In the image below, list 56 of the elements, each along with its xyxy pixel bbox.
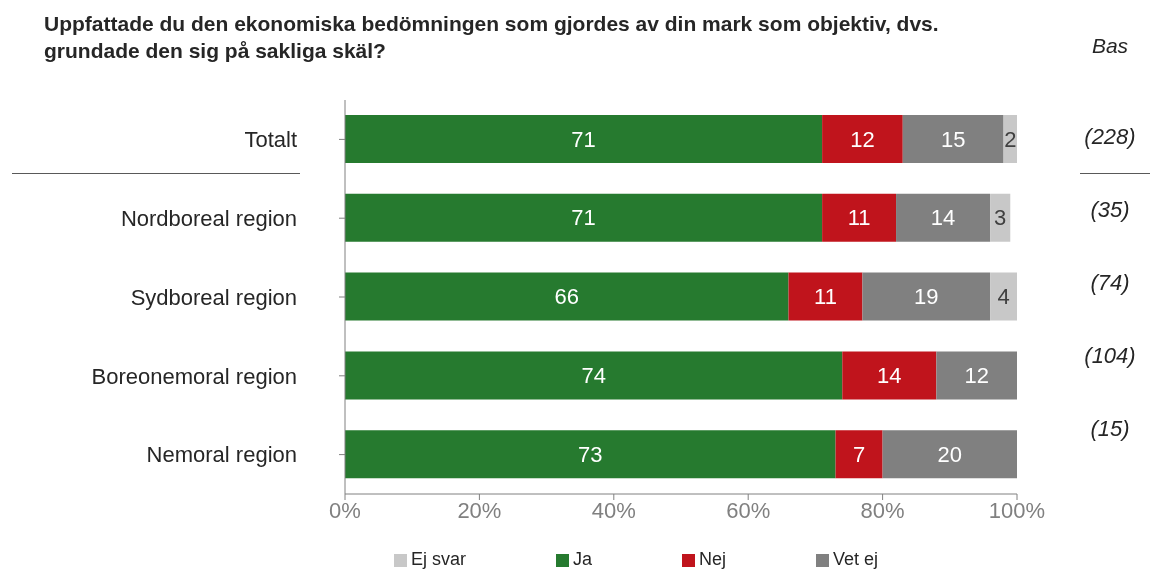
data-label: 71 <box>571 126 596 152</box>
data-label: 71 <box>571 205 596 231</box>
data-label: 12 <box>850 126 875 152</box>
bar <box>345 193 823 242</box>
legend-label: Ja <box>572 549 592 569</box>
chart-title: Uppfattade du den ekonomiska bedömningen som gjordes av din mark som objektiv, dvs. grundade den sig på sakliga skäl? <box>44 11 940 64</box>
bar <box>345 272 789 321</box>
x-tick-label: 20% <box>457 497 502 523</box>
text: (35) <box>1089 195 1131 224</box>
bar <box>936 351 1017 400</box>
bar <box>835 430 883 479</box>
bar <box>345 430 836 479</box>
text: (15) <box>1089 414 1131 443</box>
y-tick-label: Boreonemoral region <box>91 363 297 389</box>
y-tick-label: Sydboreal region <box>130 284 297 310</box>
data-label: 14 <box>930 205 956 231</box>
data-label: 19 <box>914 284 939 310</box>
data-label: 20 <box>937 441 963 467</box>
data-label: 7 <box>852 441 866 467</box>
y-tick-label: Nemoral region <box>146 442 297 468</box>
data-label: 11 <box>814 284 837 310</box>
text: Bas <box>1090 34 1130 58</box>
data-label: 74 <box>581 362 606 388</box>
y-tick-label: Nordboreal region <box>120 206 297 232</box>
legend-label: Nej <box>698 549 726 569</box>
bar <box>788 272 863 321</box>
bar <box>896 193 991 242</box>
bar <box>345 351 843 400</box>
x-tick-label: 80% <box>860 497 905 523</box>
data-label: 3 <box>994 205 1007 231</box>
bar <box>902 115 1004 163</box>
text: (104) <box>1083 341 1137 370</box>
data-label: 12 <box>964 362 989 388</box>
bar <box>822 193 897 242</box>
y-tick-label: Totalt <box>244 127 297 153</box>
data-label: 73 <box>578 441 603 467</box>
bar <box>862 272 991 321</box>
text: (228) <box>1083 122 1137 151</box>
data-label: 2 <box>1004 126 1017 152</box>
legend-label: Ej svar <box>410 549 466 569</box>
x-tick-label: 60% <box>726 497 771 523</box>
x-tick-label: 40% <box>591 497 636 523</box>
x-tick-label: 0% <box>329 497 361 523</box>
bar <box>882 430 1017 479</box>
data-label: 66 <box>554 284 579 310</box>
data-label: 4 <box>997 284 1010 310</box>
bar <box>990 272 1017 321</box>
bar <box>345 115 823 163</box>
data-label: 14 <box>877 362 902 388</box>
data-label: 11 <box>847 205 871 231</box>
x-tick-label: 100% <box>988 497 1046 523</box>
data-label: 15 <box>940 126 966 152</box>
bar <box>842 351 937 400</box>
text: (74) <box>1089 268 1131 297</box>
bar <box>822 115 903 163</box>
legend-label: Vet ej <box>833 549 879 569</box>
